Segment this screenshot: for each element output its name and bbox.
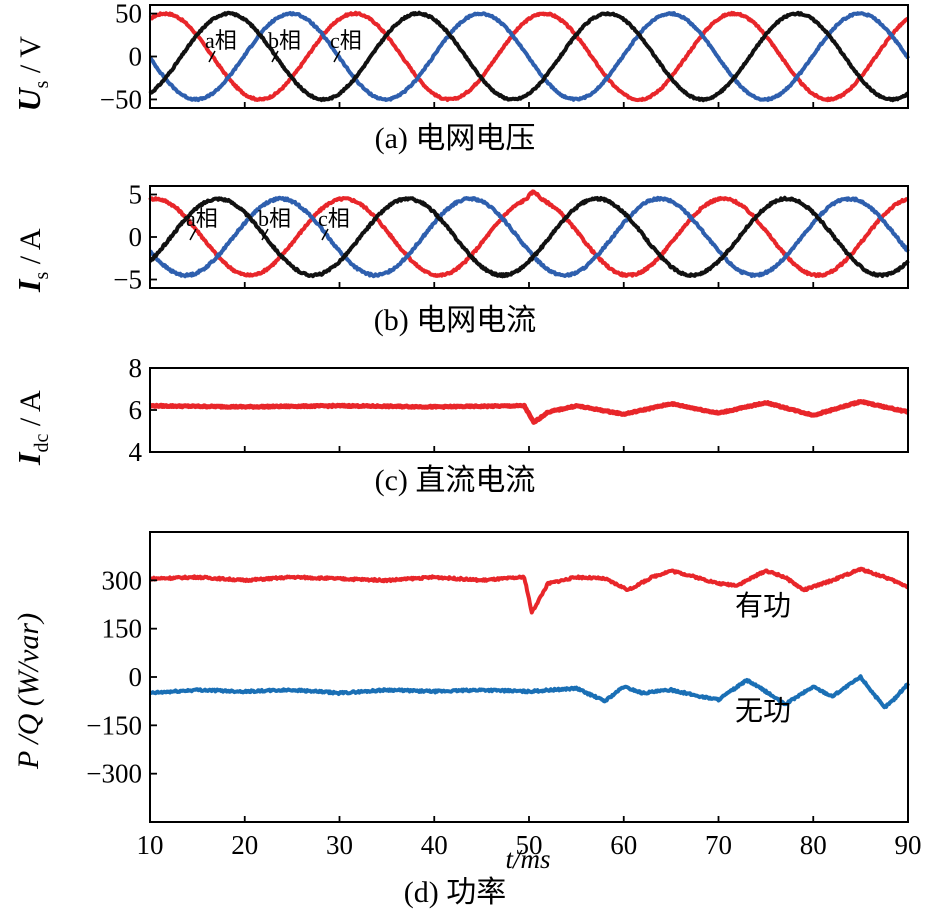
annotation-arrow-a <box>271 50 279 63</box>
ytick-label-b: 5 <box>129 180 143 210</box>
panel-caption-b: (b) 电网电流 <box>374 304 536 337</box>
y-axis-symbol-a: U <box>11 87 47 112</box>
xtick-label: 30 <box>326 830 353 860</box>
ytick-label-c: 8 <box>129 353 143 383</box>
ytick-label-c: 4 <box>129 437 143 467</box>
y-axis-unit-a: / V <box>14 36 47 81</box>
y-axis-unit-c: / A <box>14 390 47 434</box>
xtick-label: 40 <box>421 830 448 860</box>
annotation-arrow-a <box>333 50 341 63</box>
series-line-b-3 <box>148 195 910 279</box>
ytick-label-a: 0 <box>129 42 143 72</box>
y-axis-label-c: Idc / A <box>11 390 53 466</box>
annotation-arrow-b <box>321 228 329 241</box>
phase-annotation-a: b相 <box>268 28 301 53</box>
panel-caption-c: (c) 直流电流 <box>375 464 536 497</box>
series-line-d-2 <box>148 674 910 710</box>
xtick-label: 90 <box>895 830 922 860</box>
ytick-label-d: 300 <box>102 565 143 595</box>
series-line-d-1 <box>148 566 910 615</box>
xtick-label: 80 <box>800 830 827 860</box>
ytick-label-d: 150 <box>102 614 143 644</box>
xtick-label: 20 <box>231 830 258 860</box>
y-axis-subscript-c: dc <box>31 434 53 453</box>
annotation-arrow-b <box>189 228 197 241</box>
chart-panel-a: 50 0 −50 (a) 电网电压 Us / V a相 b相 c相 <box>11 0 910 155</box>
phase-annotation-b: c相 <box>318 206 350 231</box>
x-axis-label: t/ms <box>505 844 550 874</box>
chart-panel-d: 300 150 0 −150 −300 10 20 30 40 50 60 70 80 90 (d) 功率 P… <box>12 531 922 909</box>
y-axis-symbol-b: I <box>11 278 47 293</box>
xtick-label: 50 <box>516 830 543 860</box>
y-axis-subscript-b: s <box>31 272 53 280</box>
ytick-label-a: −50 <box>100 84 142 114</box>
series-line-c-1 <box>148 399 910 425</box>
series-line-a-1 <box>148 10 910 103</box>
series-line-a-2 <box>148 11 910 103</box>
ytick-label-d: 0 <box>129 662 143 692</box>
ytick-label-b: −5 <box>113 265 142 295</box>
series-line-b-1 <box>148 189 910 279</box>
panel-caption-d: (d) 功率 <box>404 876 506 909</box>
annotation-arrow-a <box>208 50 216 63</box>
y-axis-symbol-c: I <box>11 451 47 466</box>
series-line-a-3 <box>148 10 910 103</box>
series-line-b-2 <box>148 195 910 279</box>
ytick-label-c: 6 <box>129 395 143 425</box>
ytick-label-b: 0 <box>129 222 143 252</box>
y-axis-unit-b: / A <box>14 228 47 272</box>
xtick-label: 10 <box>137 830 164 860</box>
phase-annotation-a: c相 <box>330 28 362 53</box>
phase-annotation-b: b相 <box>258 206 291 231</box>
y-axis-subscript-a: s <box>31 80 53 88</box>
ytick-label-d: −150 <box>86 710 142 740</box>
xtick-label: 70 <box>705 830 732 860</box>
xtick-label: 60 <box>610 830 637 860</box>
plot-frame-d <box>149 531 909 823</box>
y-axis-label-b: Is / A <box>11 228 53 293</box>
phase-annotation-a: a相 <box>205 28 237 53</box>
y-axis-label-d: P /Q (W/var) <box>12 613 45 770</box>
ytick-label-d: −300 <box>86 759 142 789</box>
annotation-arrow-b <box>261 228 269 241</box>
chart-panel-c: 8 6 4 (c) 直流电流 Idc / A <box>11 353 910 497</box>
reactive-power-label: 无功 <box>735 696 791 727</box>
y-axis-label-a: Us / V <box>11 36 53 112</box>
chart-panel-b: 5 0 −5 (b) 电网电流 Is / A a相 b相 c相 <box>11 180 910 337</box>
panel-caption-a: (a) 电网电压 <box>375 122 536 155</box>
phase-annotation-b: a相 <box>186 206 218 231</box>
active-power-label: 有功 <box>735 590 791 622</box>
ytick-label-a: 50 <box>115 0 142 29</box>
